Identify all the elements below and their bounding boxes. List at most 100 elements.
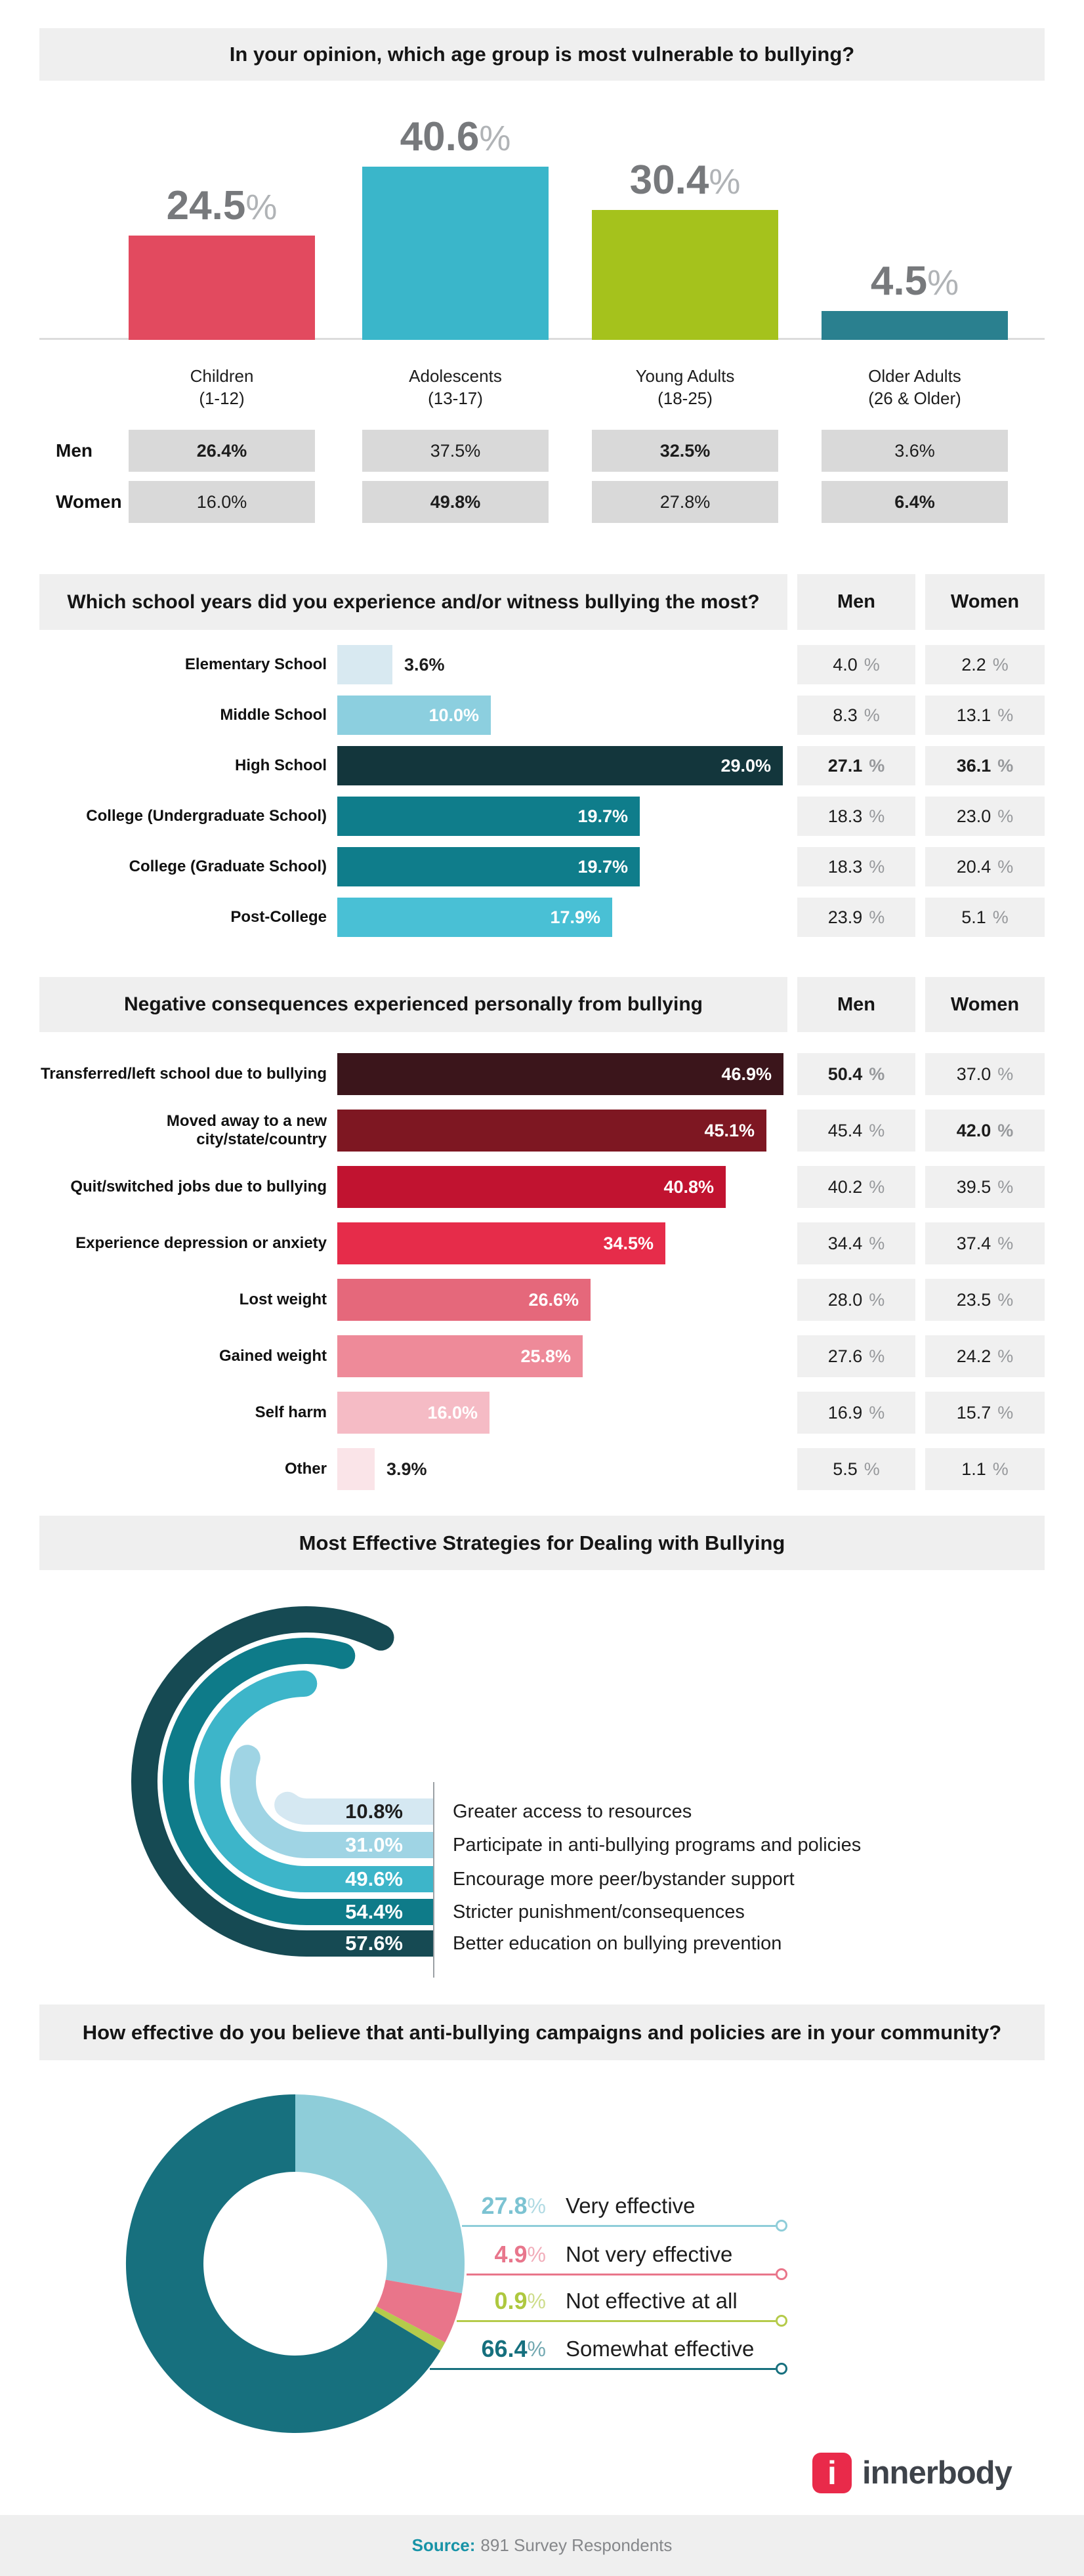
legend-label-not-effective-at-all: Not effective at all [566, 2289, 738, 2313]
ring-value-better-education-on-bullying-prevention: 57.6% [345, 1932, 403, 1955]
table-cell-women-children: 16.0% [129, 481, 315, 523]
school-bar-college-graduate-school [337, 847, 640, 886]
category-label-children: Children (1-12) [190, 366, 254, 408]
table-cell-women-older-adults: 6.4% [822, 481, 1008, 523]
school-bar-value-college-undergraduate-school: 19.7% [577, 806, 628, 826]
legend-value-very-effective: 27.8% [481, 2192, 546, 2219]
source-label: Source: [411, 2535, 476, 2555]
consequence-cell-women-self-harm: 15.7 % [925, 1392, 1045, 1434]
school-bar-elementary-school [337, 645, 392, 684]
legend-marker-somewhat-effective [776, 2363, 787, 2375]
source-bar: Source: 891 Survey Respondents [0, 2515, 1084, 2576]
legend-line-not-effective-at-all [457, 2320, 776, 2322]
consequence-cell-women-quit-switched-jobs-due-to-bullying: 39.5 % [925, 1166, 1045, 1208]
school-cell-women-college-graduate-school: 20.4 % [925, 847, 1045, 886]
school-row-label-high-school: High School [235, 757, 327, 774]
consequence-row-label-experience-depression-or-anxiety: Experience depression or anxiety [75, 1234, 327, 1252]
ring-value-participate-in-anti-bullying-programs-and-policies: 31.0% [345, 1833, 403, 1856]
section3-men-column-header: Men [797, 977, 915, 1032]
section2-title: Which school years did you experience an… [67, 591, 760, 613]
ring-arc-stricter-punishment-consequences [162, 1638, 434, 1925]
school-cell-men-high-school: 27.1 % [797, 746, 915, 785]
consequence-bar-value-other: 3.9% [386, 1459, 427, 1479]
consequence-bar-quit-switched-jobs-due-to-bullying [337, 1166, 726, 1208]
ring-label-encourage-more-peer-bystander-support: Encourage more peer/bystander support [453, 1868, 795, 1890]
school-bar-value-elementary-school: 3.6% [404, 654, 445, 675]
consequence-row-label-self-harm: Self harm [255, 1403, 327, 1421]
section2-men-column-header: Men [797, 574, 915, 630]
school-cell-men-elementary-school: 4.0 % [797, 645, 915, 684]
legend-marker-not-effective-at-all [776, 2315, 787, 2327]
consequence-cell-men-lost-weight: 28.0 % [797, 1279, 915, 1321]
table-cell-men-children: 26.4% [129, 430, 315, 472]
legend-line-not-very-effective [467, 2274, 776, 2275]
school-bar-value-college-graduate-school: 19.7% [577, 856, 628, 877]
ring-label-greater-access-to-resources: Greater access to resources [453, 1800, 692, 1822]
school-bar-post-college [337, 898, 612, 937]
ring-label-better-education-on-bullying-prevention: Better education on bullying prevention [453, 1932, 782, 1954]
consequence-row-label-gained-weight: Gained weight [219, 1347, 327, 1365]
school-row-label-college-graduate-school: College (Graduate School) [129, 858, 327, 875]
consequence-cell-women-moved-away-to-a-new-city-state-country: 42.0 % [925, 1110, 1045, 1152]
consequence-bar-value-moved-away-to-a-new-city-state-country: 45.1% [704, 1120, 755, 1140]
bar-value-children: 24.5% [166, 183, 278, 228]
table-cell-women-adolescents: 49.8% [362, 481, 549, 523]
legend-label-very-effective: Very effective [566, 2193, 696, 2218]
donut-slice-somewhat-effective [125, 2094, 441, 2433]
bar-value-adolescents: 40.6% [400, 114, 511, 159]
consequence-bar-value-quit-switched-jobs-due-to-bullying: 40.8% [663, 1176, 714, 1197]
school-cell-women-elementary-school: 2.2 % [925, 645, 1045, 684]
strategies-radial-chart [131, 1606, 434, 1957]
section3-title: Negative consequences experienced person… [124, 993, 703, 1015]
consequence-bar-transferred-left-school-due-to-bullying [337, 1053, 783, 1095]
school-bar-value-post-college: 17.9% [550, 907, 600, 927]
ring-cap-greater-access-to-resources [274, 1791, 301, 1818]
row-label-men: Men [56, 440, 93, 461]
school-cell-men-college-undergraduate-school: 18.3 % [797, 797, 915, 836]
section4-header: Most Effective Strategies for Dealing wi… [39, 1516, 1045, 1570]
consequence-bar-gained-weight [337, 1335, 583, 1377]
ring-cap-participate-in-anti-bullying-programs-and-policies [234, 1745, 261, 1772]
consequence-row-label-quit-switched-jobs-due-to-bullying: Quit/switched jobs due to bullying [70, 1178, 327, 1195]
consequence-cell-women-gained-weight: 24.2 % [925, 1335, 1045, 1377]
ring-cap-better-education-on-bullying-prevention [367, 1624, 394, 1651]
bar-value-young-adults: 30.4% [629, 157, 741, 203]
consequence-bar-value-gained-weight: 25.8% [520, 1346, 571, 1366]
legend-marker-very-effective [776, 2220, 787, 2232]
legend-value-not-very-effective: 4.9% [494, 2241, 547, 2268]
school-cell-women-high-school: 36.1 % [925, 746, 1045, 785]
ring-cap-stricter-punishment-consequences [329, 1642, 356, 1669]
donut-slice-very-effective [295, 2094, 465, 2294]
consequence-cell-women-lost-weight: 23.5 % [925, 1279, 1045, 1321]
table-cell-women-young-adults: 27.8% [592, 481, 778, 523]
legend-line-somewhat-effective [430, 2368, 776, 2370]
school-cell-men-post-college: 23.9 % [797, 898, 915, 937]
school-cell-women-middle-school: 13.1 % [925, 696, 1045, 735]
innerbody-logo-icon: i [812, 2453, 852, 2493]
bar-older-adults [822, 311, 1008, 340]
bar-young-adults [592, 210, 778, 340]
donut-slice-not-very-effective [376, 2279, 462, 2342]
school-cell-women-college-undergraduate-school: 23.0 % [925, 797, 1045, 836]
ring-arc-participate-in-anti-bullying-programs-and-policies [230, 1753, 434, 1858]
section1-header: In your opinion, which age group is most… [39, 28, 1045, 81]
legend-value-somewhat-effective: 66.4% [481, 2335, 546, 2362]
consequence-row-label-moved-away-to-a-new-city-state-country: Moved away to a new city/state/country [166, 1112, 327, 1148]
consequence-row-label-other: Other [284, 1460, 327, 1478]
section1-title: In your opinion, which age group is most… [229, 43, 855, 66]
consequence-cell-men-experience-depression-or-anxiety: 34.4 % [797, 1222, 915, 1264]
section2-women-column-header: Women [925, 574, 1045, 630]
consequence-bar-self-harm [337, 1392, 490, 1434]
school-bar-high-school [337, 746, 783, 785]
school-bar-middle-school [337, 696, 491, 735]
bar-value-older-adults: 4.5% [870, 259, 959, 304]
consequence-cell-men-moved-away-to-a-new-city-state-country: 45.4 % [797, 1110, 915, 1152]
section3-women-column-header: Women [925, 977, 1045, 1032]
consequence-bar-moved-away-to-a-new-city-state-country [337, 1110, 766, 1152]
innerbody-logo-letter: i [827, 2455, 837, 2491]
ring-value-encourage-more-peer-bystander-support: 49.6% [345, 1867, 403, 1890]
consequence-cell-men-transferred-left-school-due-to-bullying: 50.4 % [797, 1053, 915, 1095]
legend-label-not-very-effective: Not very effective [566, 2242, 733, 2266]
legend-marker-not-very-effective [776, 2268, 787, 2280]
consequence-bar-other [337, 1448, 375, 1490]
